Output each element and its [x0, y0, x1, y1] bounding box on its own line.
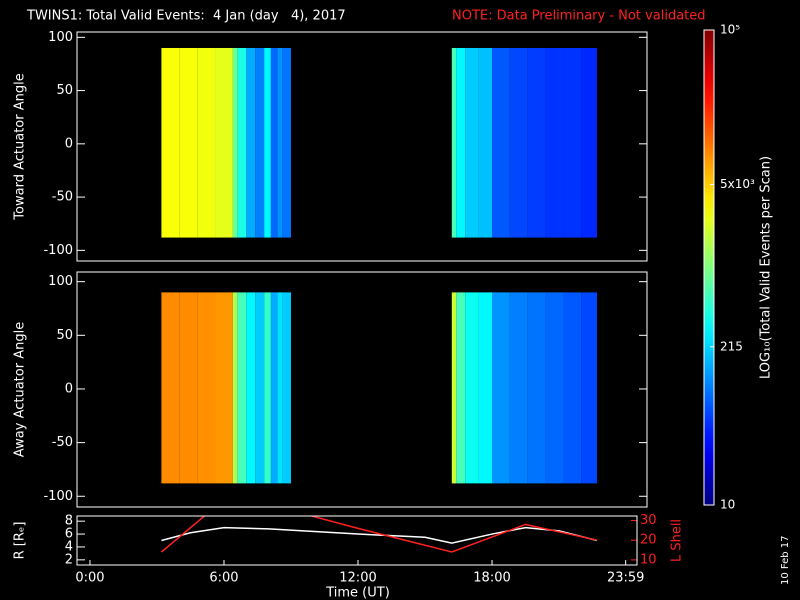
heat-cell — [237, 47, 247, 238]
y2-label: L Shell — [670, 519, 685, 562]
heat-cell — [161, 47, 180, 238]
heat-cell — [527, 47, 546, 238]
heat-cell — [581, 47, 597, 238]
note: NOTE: Data Preliminary - Not validated — [452, 9, 706, 24]
y-label: Toward Actuator Angle — [13, 73, 28, 220]
y-label: R [Rₑ] — [13, 522, 28, 560]
x-tick-label: 18:00 — [473, 571, 510, 586]
colorbar-tick-label: 10 — [720, 498, 735, 512]
heat-cell — [491, 292, 510, 484]
heat-cell — [246, 47, 256, 238]
heat-cell — [456, 292, 466, 484]
x-label: Time (UT) — [325, 586, 390, 600]
y-tick-label: 4 — [65, 539, 73, 554]
heat-cell — [179, 47, 198, 238]
heat-cell — [215, 292, 233, 484]
heat-cell — [581, 292, 597, 484]
heat-cell — [255, 47, 265, 238]
heat-cell — [197, 47, 216, 238]
line — [160, 516, 598, 553]
y-tick-label: 2 — [65, 552, 73, 567]
heat-cell — [161, 292, 180, 484]
y-tick-label: 0 — [65, 136, 73, 151]
colorbar — [704, 30, 714, 505]
colorbar-tick-label: 215 — [720, 339, 743, 353]
y-label: Away Actuator Angle — [13, 322, 28, 457]
heat-cell — [465, 292, 479, 484]
y-tick-label: -50 — [52, 435, 73, 450]
heat-cell — [456, 47, 466, 238]
heat-cell — [179, 292, 198, 484]
y-tick-label: 0 — [65, 381, 73, 396]
y-tick-label: -50 — [52, 190, 73, 205]
y-tick-label: 100 — [48, 274, 73, 289]
plot-area — [161, 292, 597, 484]
y-tick-label: 8 — [65, 514, 73, 529]
frame — [703, 29, 715, 506]
y-tick-label: -100 — [43, 489, 73, 504]
heat-cell — [197, 292, 216, 484]
heat-cell — [478, 292, 492, 484]
y2-tick-label: 10 — [640, 552, 657, 567]
frame — [76, 31, 648, 262]
heat-cell — [509, 292, 528, 484]
colorbar-label: LOG₁₀(Total Valid Events per Scan) — [759, 156, 774, 379]
y-tick-label: 50 — [56, 328, 73, 343]
heat-cell — [246, 292, 256, 484]
date: 10 Feb 17 — [780, 535, 791, 585]
heat-cell — [232, 47, 238, 238]
heat-cell — [277, 47, 283, 238]
heat-cell — [478, 47, 492, 238]
x-tick-label: 12:00 — [339, 571, 376, 586]
heat-cell — [451, 47, 457, 238]
heat-cell — [465, 47, 479, 238]
heat-cell — [270, 47, 278, 238]
heat-cell — [509, 47, 528, 238]
colorbar-tick-label: 5x10³ — [720, 177, 755, 191]
chart-title: TWINS1: Total Valid Events: 4 Jan (day 4… — [26, 9, 346, 24]
frame — [76, 515, 638, 566]
y-tick-label: -100 — [43, 243, 73, 258]
y-tick-label: 100 — [48, 30, 73, 45]
y-tick-label: 50 — [56, 83, 73, 98]
heat-cell — [545, 292, 564, 484]
heat-cell — [215, 47, 233, 238]
line — [161, 526, 598, 544]
plot-area — [160, 516, 598, 553]
heat-cell — [255, 292, 265, 484]
x-tick-label: 0:00 — [75, 571, 104, 586]
heat-cell — [545, 47, 564, 238]
heat-cell — [264, 292, 271, 484]
colorbar-tick-label: 10⁵ — [720, 23, 740, 37]
heat-cell — [282, 47, 291, 238]
heat-cell — [277, 292, 283, 484]
heat-cell — [270, 292, 278, 484]
heat-cell — [563, 47, 582, 238]
heat-cell — [264, 47, 271, 238]
frame — [76, 271, 648, 508]
heat-cell — [527, 292, 546, 484]
heat-cell — [232, 292, 238, 484]
x-tick-label: 23:59 — [607, 571, 644, 586]
y2-tick-label: 20 — [640, 533, 657, 548]
heat-cell — [563, 292, 582, 484]
plot-area — [161, 47, 597, 238]
heat-cell — [491, 47, 510, 238]
heat-cell — [282, 292, 291, 484]
x-tick-label: 6:00 — [209, 571, 238, 586]
heat-cell — [451, 292, 457, 484]
y-tick-label: 6 — [65, 527, 73, 542]
y2-tick-label: 30 — [640, 513, 657, 528]
heat-cell — [237, 292, 247, 484]
